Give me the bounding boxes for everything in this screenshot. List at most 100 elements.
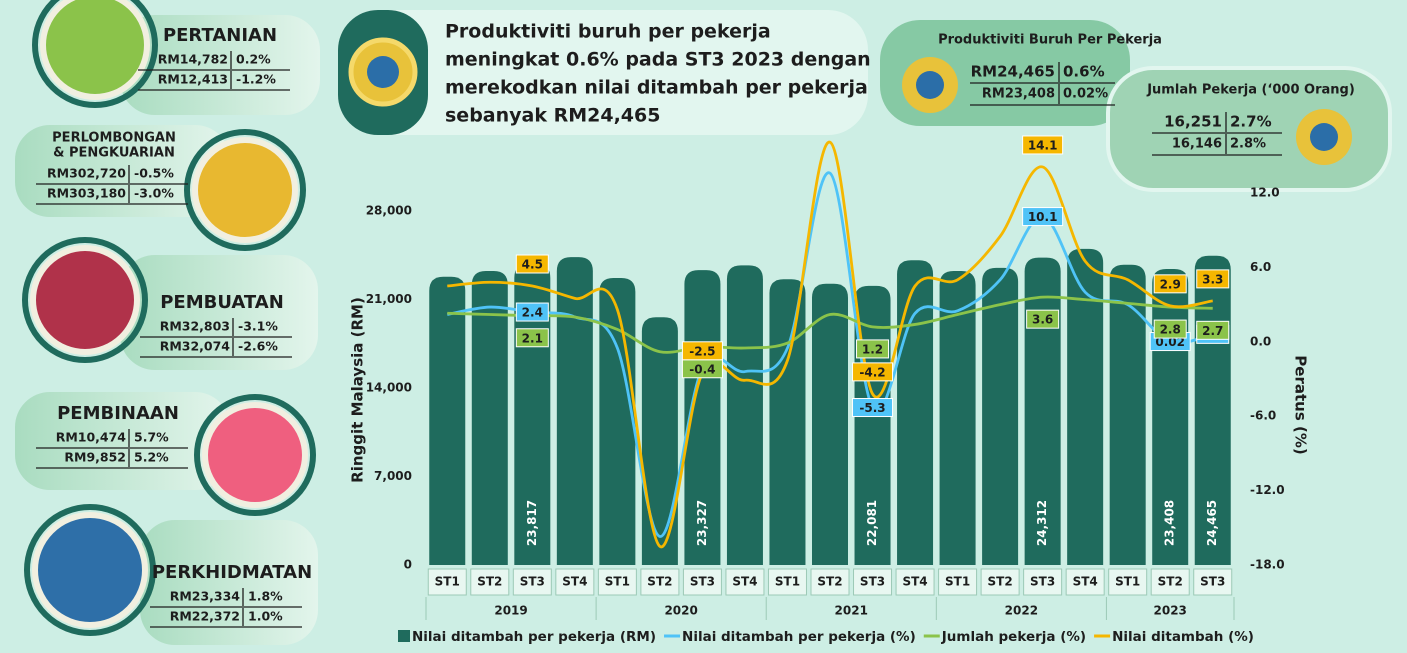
y-tick-label: 28,000	[366, 204, 412, 218]
x-tick-box	[597, 568, 637, 596]
line-value-label: -4.2	[859, 365, 885, 379]
sector-value: RM302,720	[47, 166, 126, 181]
sector-card	[15, 392, 230, 490]
legend-swatch	[398, 630, 410, 642]
line-value-label: 14.1	[1028, 138, 1058, 152]
employment-value: 16,146	[1172, 137, 1222, 152]
sector-pct: -3.0%	[134, 186, 174, 201]
sector-value: RM12,413	[158, 72, 228, 87]
bar	[556, 257, 593, 565]
x-tick-box	[810, 568, 850, 596]
y2-axis-label: Peratus (%)	[1292, 355, 1310, 454]
productivity-pct: 0.6%	[1063, 63, 1105, 81]
bar	[726, 265, 763, 565]
year-label: 2020	[664, 604, 697, 618]
headline-box	[338, 10, 868, 135]
sector-icon-ring	[24, 504, 156, 636]
line-value-label: 2.9	[1160, 277, 1181, 291]
productivity-pct: 0.02%	[1063, 87, 1108, 102]
sector-icon	[192, 137, 298, 243]
line-value-box	[1153, 319, 1187, 339]
line	[447, 295, 1213, 354]
bar	[769, 279, 806, 565]
line-value-label: 2.8	[1160, 323, 1181, 337]
year-label: 2019	[494, 604, 527, 618]
legend-label: Nilai ditambah (%)	[1112, 629, 1254, 645]
bar	[1109, 264, 1146, 565]
sector-icon-ring	[32, 0, 158, 108]
line-value-label: 2.4	[522, 306, 543, 320]
sector-value: RM32,074	[160, 339, 231, 354]
y-tick-label: 21,000	[366, 292, 412, 306]
bar	[812, 283, 848, 565]
line-value-box	[852, 362, 894, 382]
productivity-value: RM24,465	[971, 63, 1055, 81]
sector-card	[15, 125, 230, 217]
bar	[1067, 248, 1104, 565]
employment-value: 16,251	[1164, 113, 1222, 131]
employment-pct: 2.8%	[1230, 137, 1266, 152]
x-tick-label: ST2	[647, 575, 672, 589]
sector-pct: 5.7%	[134, 430, 169, 445]
sector-value: RM22,372	[170, 609, 240, 624]
bar	[641, 317, 678, 565]
x-tick-box	[938, 568, 978, 596]
line-value-box	[1022, 207, 1064, 227]
sector-icon-ring	[184, 129, 306, 251]
legend-label: Nilai ditambah per pekerja (RM)	[412, 629, 656, 645]
line-value-label: 1.2	[862, 342, 883, 356]
sector-icon-ring	[194, 394, 316, 516]
x-tick-label: ST4	[902, 575, 927, 589]
sector-value: RM9,852	[64, 450, 126, 465]
x-tick-label: ST3	[520, 575, 545, 589]
sector-value: RM23,334	[170, 589, 241, 604]
x-tick-box	[1150, 568, 1190, 596]
bar-value-label: 24,312	[1035, 500, 1049, 546]
x-tick-label: ST3	[860, 575, 885, 589]
sector-value: RM10,474	[56, 430, 127, 445]
line-value-label: 3.6	[1032, 313, 1053, 327]
sector-pct: 1.8%	[248, 589, 283, 604]
line-value-label: 3.3	[1202, 272, 1223, 286]
headline-line: meningkat 0.6% pada ST3 2023 dengan	[445, 49, 871, 71]
sector-name: PEMBUATAN	[160, 292, 284, 313]
sector-pct: 5.2%	[134, 450, 169, 465]
sector-name: PERLOMBONGAN	[52, 131, 176, 146]
x-tick-label: ST2	[477, 575, 502, 589]
x-tick-box	[470, 568, 510, 596]
x-tick-label: ST1	[775, 575, 800, 589]
sector-value: RM303,180	[47, 186, 126, 201]
x-tick-box	[895, 568, 935, 596]
sector-icon	[32, 512, 148, 628]
line-value-box	[1196, 269, 1230, 289]
sector-icon-ring	[22, 237, 148, 363]
sector-value: RM32,803	[160, 319, 230, 334]
x-tick-label: ST1	[435, 575, 460, 589]
line-value-box	[856, 339, 890, 359]
line-value-box	[1022, 135, 1064, 155]
year-label: 2023	[1154, 604, 1187, 618]
sector-name: PERKHIDMATAN	[152, 562, 312, 583]
productivity-title: Produktiviti Buruh Per Pekerja	[938, 33, 1162, 48]
sector-pct: -1.2%	[236, 72, 276, 87]
headline-line: merekodkan nilai ditambah per pekerja	[445, 77, 868, 99]
headline-line: sebanyak RM24,465	[445, 105, 660, 127]
employment-title: Jumlah Pekerja (‘000 Orang)	[1146, 83, 1355, 98]
legend-label: Jumlah pekerja (%)	[941, 629, 1086, 645]
x-tick-label: ST2	[988, 575, 1013, 589]
x-tick-box	[555, 568, 595, 596]
bar	[599, 278, 636, 565]
y2-tick-label: 12.0	[1250, 186, 1280, 200]
y-axis-label: Ringgit Malaysia (RM)	[349, 297, 367, 483]
x-tick-label: ST2	[1158, 575, 1183, 589]
headline-icon-inner	[367, 56, 399, 88]
bar-value-label: 24,465	[1205, 500, 1219, 546]
y2-tick-label: 6.0	[1250, 260, 1271, 274]
sector-pct: 1.0%	[248, 609, 283, 624]
x-tick-box	[682, 568, 722, 596]
x-tick-label: ST1	[945, 575, 970, 589]
y-tick-label: 0	[404, 558, 412, 572]
sector-pct: -0.5%	[134, 166, 174, 181]
y2-tick-label: -12.0	[1250, 483, 1285, 497]
